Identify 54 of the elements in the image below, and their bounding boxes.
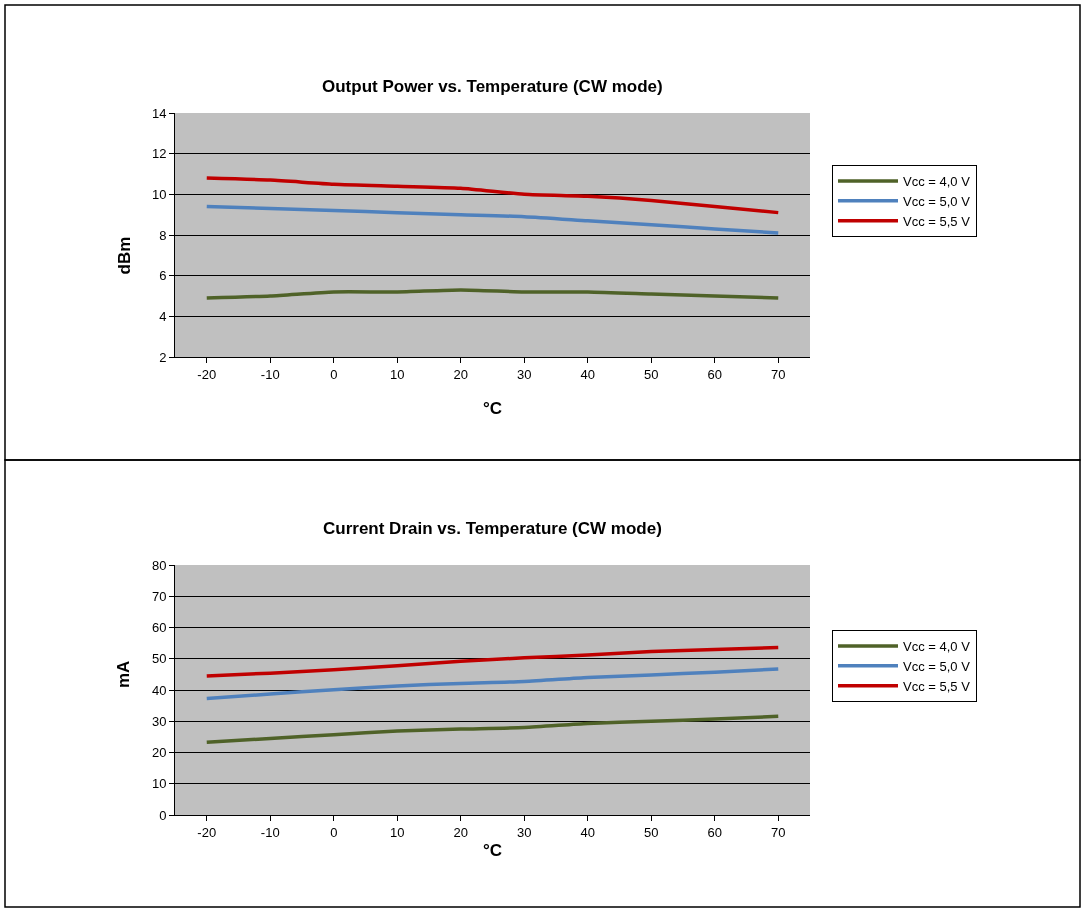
chart-title: Output Power vs. Temperature (CW mode) [322, 77, 663, 96]
y-tick-label: 8 [159, 227, 167, 243]
line-series [205, 288, 780, 300]
line-series [205, 204, 780, 235]
x-tick-label: 70 [771, 366, 786, 382]
x-tick-label: 40 [580, 366, 595, 382]
line-series [205, 645, 780, 678]
y-tick-label: 50 [151, 651, 167, 667]
x-axis-title: °C [483, 841, 503, 860]
x-tick-label: 60 [707, 366, 722, 382]
x-tick-label: 70 [771, 824, 786, 840]
x-tick-label: -20 [197, 824, 217, 840]
y-tick-label: 14 [151, 105, 167, 121]
x-tick-label: 0 [330, 366, 338, 382]
x-tick-label: -10 [260, 366, 280, 382]
line-series [205, 176, 780, 215]
x-tick-label: 20 [453, 366, 468, 382]
x-tick-label: 40 [580, 824, 595, 840]
x-tick-label: 50 [644, 824, 659, 840]
line-series [205, 714, 780, 744]
legend-label: Vcc = 4,0 V [903, 174, 971, 190]
x-tick-label: 50 [644, 366, 659, 382]
legend-label: Vcc = 5,0 V [903, 658, 971, 674]
y-tick-label: 4 [159, 308, 167, 324]
y-tick-label: 30 [151, 713, 167, 729]
y-tick-label: 70 [151, 588, 167, 604]
chart-title: Current Drain vs. Temperature (CW mode) [323, 519, 662, 538]
x-tick-label: 30 [517, 366, 532, 382]
legend-label: Vcc = 4,0 V [903, 639, 971, 655]
y-axis-title: dBm [114, 236, 134, 275]
y-tick-label: 10 [151, 186, 167, 202]
x-tick-label: 60 [707, 824, 722, 840]
legend-label: Vcc = 5,5 V [903, 213, 971, 229]
x-tick-label: 0 [330, 824, 338, 840]
x-tick-label: -20 [197, 366, 217, 382]
y-tick-label: 20 [151, 745, 167, 761]
y-tick-label: 80 [151, 557, 167, 573]
x-axis-title: °C [483, 399, 503, 418]
y-tick-label: 60 [151, 620, 167, 636]
y-tick-label: 10 [151, 776, 167, 792]
y-tick-label: 2 [159, 349, 167, 365]
legend-label: Vcc = 5,5 V [903, 678, 971, 694]
y-tick-label: 12 [151, 146, 167, 162]
y-axis-title: mA [114, 660, 133, 688]
y-tick-label: 0 [159, 807, 167, 823]
legend-label: Vcc = 5,0 V [903, 193, 971, 209]
x-tick-label: 10 [390, 824, 405, 840]
y-tick-label: 40 [151, 682, 167, 698]
y-tick-label: 6 [159, 268, 167, 284]
x-tick-label: 20 [453, 824, 468, 840]
x-tick-label: 30 [517, 824, 532, 840]
x-tick-label: -10 [260, 824, 280, 840]
x-tick-label: 10 [390, 366, 405, 382]
line-series [205, 667, 780, 701]
